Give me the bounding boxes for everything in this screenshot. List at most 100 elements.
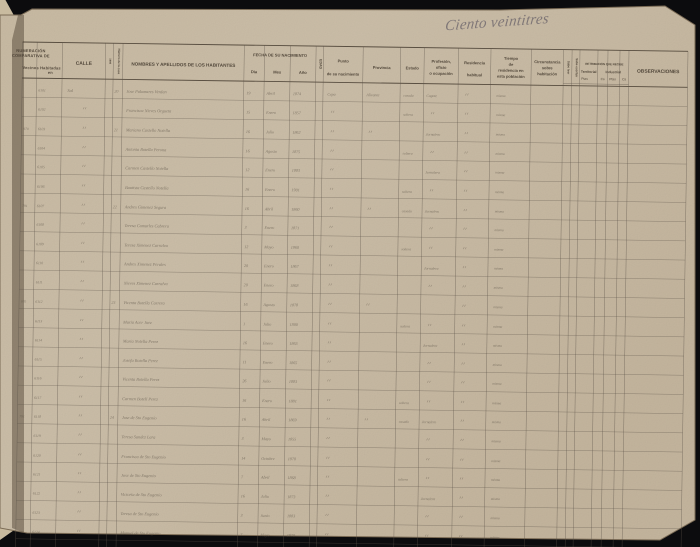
svg-text:1883: 1883 [287, 513, 295, 518]
svg-text:1878: 1878 [290, 302, 298, 307]
svg-text:Cagote: Cagote [426, 94, 437, 98]
svg-text:Bautista Castello Notella: Bautista Castello Notella [125, 185, 169, 191]
svg-text:casado: casado [402, 209, 412, 213]
svg-text:1869: 1869 [288, 417, 296, 422]
svg-text:6111: 6111 [36, 280, 43, 284]
svg-text:19: 19 [246, 90, 250, 95]
svg-text:Francisca Nieves Orgueta: Francisca Nieves Orgueta [125, 108, 171, 114]
svg-text:Carmen Botell Perez: Carmen Botell Perez [122, 396, 158, 402]
svg-text:22: 22 [113, 204, 117, 209]
svg-text:Ptas: Ptas [609, 77, 616, 81]
svg-text:o ocupación: o ocupación [429, 71, 453, 76]
svg-text:Enero: Enero [262, 360, 273, 365]
svg-text:Circunstancia: Circunstancia [534, 59, 561, 64]
svg-text:6120: 6120 [33, 454, 41, 458]
svg-text:1875: 1875 [292, 149, 300, 154]
svg-text:1901: 1901 [291, 187, 299, 192]
svg-text:1855: 1855 [288, 436, 296, 441]
svg-text:6107: 6107 [37, 204, 45, 208]
svg-text:Julio: Julio [263, 322, 271, 327]
svg-text:misma: misma [494, 286, 503, 290]
svg-text:Abril: Abril [265, 91, 275, 96]
svg-text:en: en [48, 70, 53, 75]
svg-text:23: 23 [111, 300, 115, 305]
svg-text:Andres Gimenez Segura: Andres Gimenez Segura [124, 204, 166, 210]
svg-text:6122: 6122 [33, 492, 41, 496]
svg-text:misma: misma [495, 171, 504, 175]
svg-text:Jose de Sto Eugenio: Jose de Sto Eugenio [121, 473, 157, 478]
svg-text:3: 3 [244, 225, 246, 230]
svg-text:Mayo: Mayo [259, 532, 269, 537]
svg-text:soltera: soltera [402, 190, 412, 194]
svg-text:Alicante: Alicante [365, 93, 379, 97]
svg-text:Enero: Enero [263, 225, 274, 230]
svg-text:de su nacimiento: de su nacimiento [327, 71, 360, 76]
svg-text:6121: 6121 [33, 472, 41, 476]
svg-text:EDAD: EDAD [319, 59, 323, 69]
svg-text:misma: misma [490, 535, 499, 539]
svg-text:Jose Palomares Verdan: Jose Palomares Verdan [126, 89, 166, 95]
svg-text:soltera: soltera [401, 247, 411, 251]
svg-text:6101: 6101 [38, 89, 46, 93]
svg-text:Jornalera: Jornalera [421, 497, 436, 501]
svg-text:1857: 1857 [293, 110, 302, 115]
svg-text:misma: misma [496, 152, 505, 156]
svg-text:Mayo: Mayo [261, 436, 271, 441]
svg-text:11: 11 [243, 359, 247, 364]
svg-text:oficio: oficio [436, 65, 447, 70]
svg-text:misma: misma [491, 459, 500, 463]
svg-text:misma: misma [491, 497, 500, 501]
svg-text:Jose de Sto Eugenio: Jose de Sto Eugenio [122, 415, 158, 420]
svg-text:Profesión,: Profesión, [432, 59, 451, 64]
svg-text:Jornalera: Jornalera [423, 344, 438, 348]
svg-text:Número de la casa: Número de la casa [117, 49, 121, 75]
svg-text:1883: 1883 [289, 379, 297, 384]
svg-text:Vicenta Botella Carrera: Vicenta Botella Carrera [123, 300, 164, 306]
svg-text:Enero: Enero [264, 187, 275, 192]
svg-text:Jornalera: Jornalera [425, 171, 440, 175]
svg-text:Cs: Cs [601, 77, 605, 81]
svg-text:Enero: Enero [263, 263, 274, 268]
svg-text:1871: 1871 [291, 225, 299, 230]
svg-text:Enero: Enero [262, 340, 273, 345]
svg-text:misma: misma [496, 133, 505, 137]
svg-text:misma: misma [496, 113, 505, 117]
svg-text:6104: 6104 [38, 146, 46, 150]
svg-text:OBSERVACIONES: OBSERVACIONES [637, 69, 680, 76]
svg-text:Octubre: Octubre [261, 456, 275, 461]
svg-text:misma: misma [492, 401, 501, 405]
svg-text:Maria Notella Perez: Maria Notella Perez [122, 339, 159, 345]
svg-text:Mes: Mes [273, 69, 282, 74]
svg-text:1: 1 [243, 321, 245, 326]
svg-text:Provincia: Provincia [373, 65, 392, 70]
svg-text:1860: 1860 [291, 207, 299, 212]
svg-text:misma: misma [496, 94, 505, 98]
svg-text:Jornalero: Jornalero [422, 420, 437, 424]
svg-text:Sabe leer: Sabe leer [566, 61, 570, 75]
svg-text:misma: misma [495, 190, 504, 194]
svg-text:Sal: Sal [67, 88, 73, 93]
svg-text:Dia: Dia [251, 69, 258, 74]
svg-text:Enero: Enero [261, 398, 272, 403]
svg-text:Enero: Enero [263, 283, 274, 288]
svg-text:6117: 6117 [34, 396, 41, 400]
svg-text:Teresa Camarles Cabrera: Teresa Camarles Cabrera [124, 223, 168, 229]
svg-text:6123: 6123 [32, 511, 40, 515]
svg-text:6106: 6106 [37, 185, 45, 189]
svg-text:Año: Año [299, 70, 307, 75]
svg-text:20: 20 [114, 89, 118, 94]
svg-text:Cs: Cs [622, 77, 626, 81]
svg-text:misma: misma [492, 439, 501, 443]
svg-text:Andres Ximenez Perales: Andres Ximenez Perales [123, 261, 166, 267]
svg-text:6119: 6119 [34, 434, 41, 438]
svg-text:esta población: esta población [497, 74, 525, 79]
svg-text:misma: misma [495, 210, 504, 214]
svg-text:casado: casado [399, 420, 409, 424]
svg-text:791: 791 [22, 204, 28, 208]
svg-text:misma: misma [493, 305, 502, 309]
svg-text:soltera: soltera [398, 478, 408, 482]
svg-text:Cepa: Cepa [327, 93, 335, 97]
svg-text:Sabe escribir: Sabe escribir [575, 58, 579, 78]
svg-text:24: 24 [110, 415, 114, 420]
svg-text:Abril: Abril [264, 206, 274, 211]
